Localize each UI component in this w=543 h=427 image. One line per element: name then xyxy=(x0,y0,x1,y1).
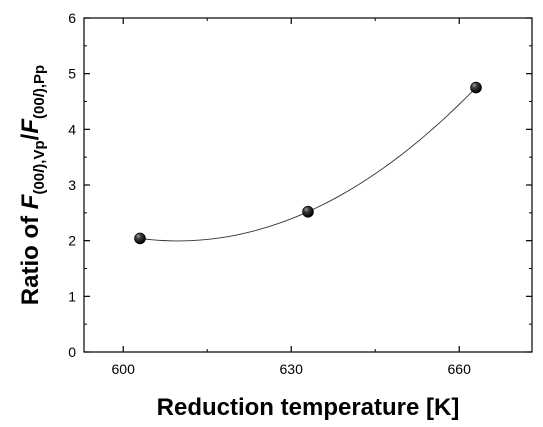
fit-curve xyxy=(139,87,477,242)
y-tick-label: 0 xyxy=(68,344,76,360)
y-tick-label: 2 xyxy=(68,233,76,249)
data-points-layer xyxy=(134,81,482,245)
y-label-sub2-l: l xyxy=(31,92,48,97)
x-tick-label: 630 xyxy=(280,361,304,377)
x-axis-ticks: 600 630 660 xyxy=(112,18,472,377)
y-label-sub2: (00 xyxy=(31,97,48,119)
y-tick-label: 6 xyxy=(68,10,76,26)
x-axis-label: Reduction temperature [K] xyxy=(157,394,460,421)
y-tick-label: 3 xyxy=(68,177,76,193)
y-label-sub1-end: ),Vp xyxy=(31,140,48,168)
data-point xyxy=(470,81,482,94)
data-point xyxy=(302,205,314,218)
y-tick-label: 4 xyxy=(68,121,76,137)
y-tick-label: 1 xyxy=(68,288,76,304)
fit-curve-layer xyxy=(139,87,477,242)
y-tick-label: 5 xyxy=(68,66,76,82)
y-label-f1: F xyxy=(17,193,44,209)
y-label-prefix: Ratio of xyxy=(17,209,44,305)
y-label-sub1: (00 xyxy=(31,173,48,195)
y-label-slash: / xyxy=(17,133,44,140)
y-axis-ticks: 0 1 2 3 4 5 6 xyxy=(68,10,532,360)
plot-frame xyxy=(83,17,533,353)
x-tick-label: 600 xyxy=(112,361,136,377)
y-label-sub1-l: l xyxy=(31,168,48,173)
y-label-f2: F xyxy=(17,118,44,134)
y-label-sub2-end: ),Pp xyxy=(31,65,48,93)
x-tick-label: 660 xyxy=(448,361,472,377)
data-point xyxy=(134,232,146,245)
y-axis-label: Ratio of F(00l),Vp/F(00l),Pp xyxy=(17,65,48,305)
